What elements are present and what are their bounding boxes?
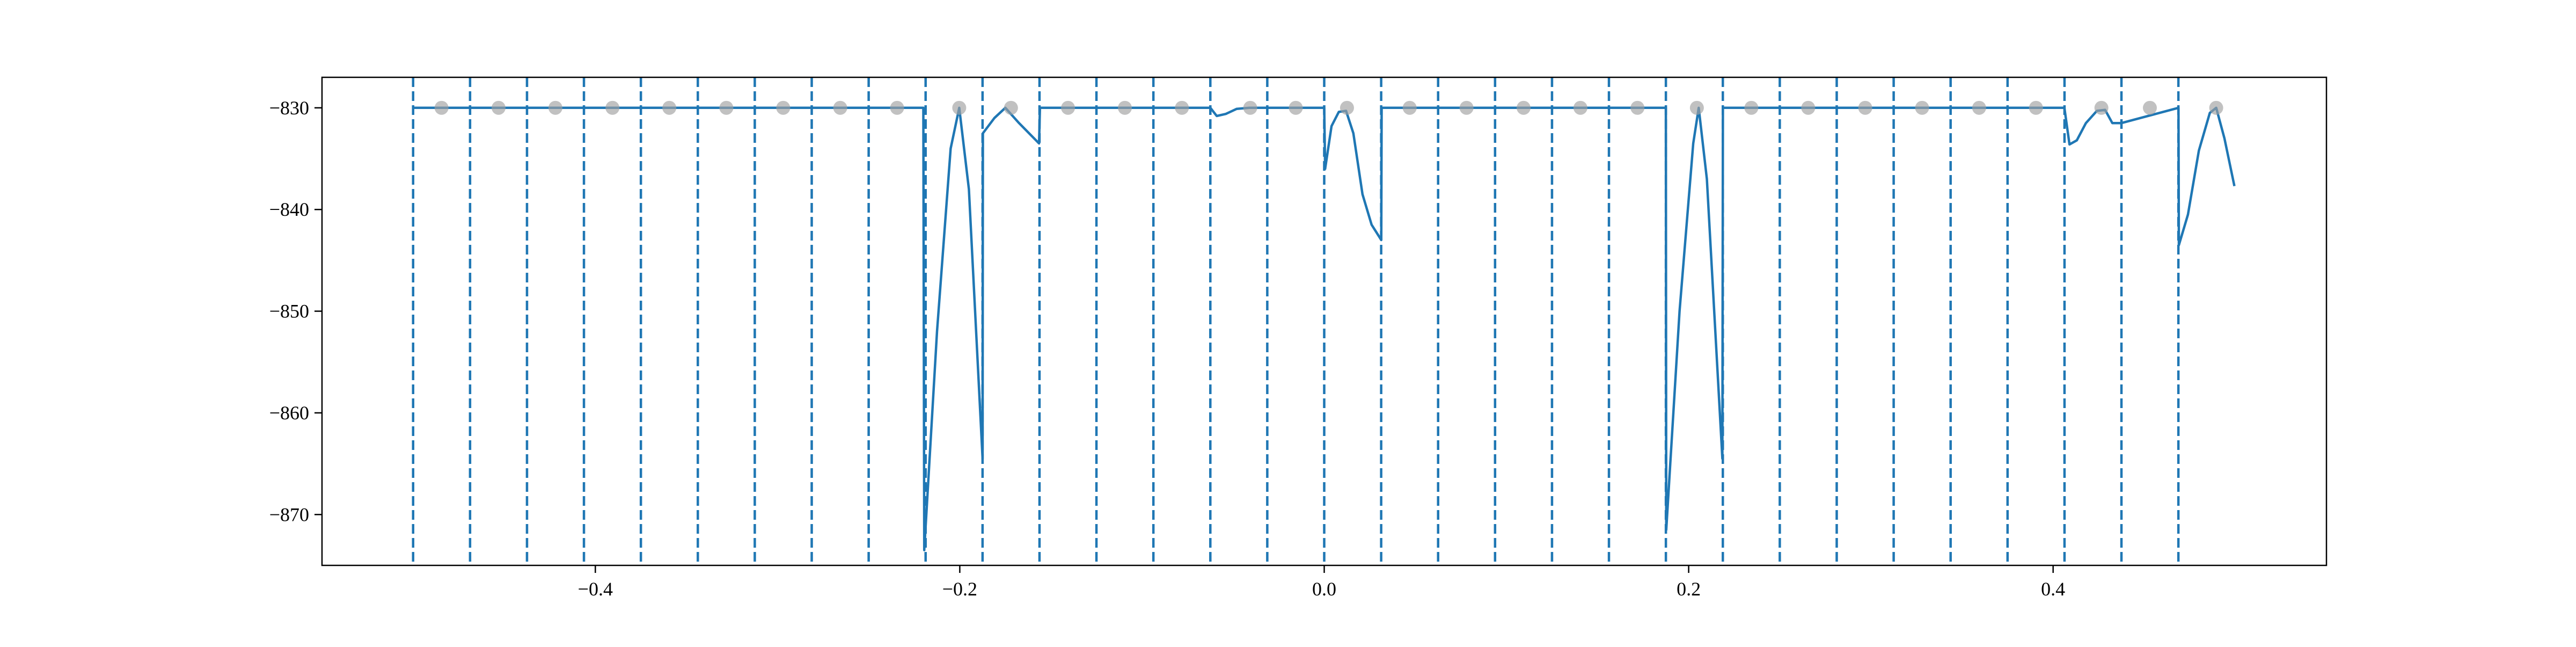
x-tick-label-2: 0.0	[1312, 578, 1336, 600]
data-point-7	[833, 100, 847, 115]
data-point-23	[1744, 100, 1759, 115]
data-point-22	[1689, 100, 1704, 115]
data-point-8	[890, 100, 904, 115]
x-axis-ticks: −0.4 −0.2 0.0 0.2 0.4	[578, 565, 2065, 600]
data-point-27	[1972, 100, 1986, 115]
x-tick-label-3: 0.2	[1677, 578, 1701, 600]
data-point-24	[1801, 100, 1816, 115]
data-point-26	[1915, 100, 1929, 115]
y-tick-label-0: −830	[269, 97, 309, 119]
data-point-4	[662, 100, 677, 115]
data-point-12	[1118, 100, 1132, 115]
data-point-3	[605, 100, 620, 115]
data-point-14	[1243, 100, 1257, 115]
series-points-group	[434, 100, 2223, 115]
y-tick-label-2: −850	[269, 301, 309, 322]
y-axis-ticks: −830 −840 −850 −860 −870	[269, 97, 322, 525]
y-tick-label-1: −840	[269, 199, 309, 220]
data-point-13	[1175, 100, 1189, 115]
data-point-2	[548, 100, 562, 115]
data-point-11	[1061, 100, 1075, 115]
data-point-20	[1573, 100, 1587, 115]
x-tick-label-4: 0.4	[2041, 578, 2065, 600]
data-point-1	[492, 100, 506, 115]
data-point-0	[434, 100, 449, 115]
data-point-15	[1289, 100, 1303, 115]
x-tick-label-1: −0.2	[942, 578, 977, 600]
data-point-25	[1858, 100, 1872, 115]
data-point-31	[2209, 100, 2223, 115]
data-point-19	[1516, 100, 1531, 115]
data-point-17	[1402, 100, 1417, 115]
series-line-group	[413, 106, 2236, 551]
data-point-9	[952, 100, 967, 115]
x-tick-label-0: −0.4	[578, 578, 613, 600]
data-point-28	[2029, 100, 2043, 115]
data-point-21	[1630, 100, 1645, 115]
vertical-divider-lines	[412, 77, 2180, 565]
data-point-18	[1459, 100, 1474, 115]
data-point-29	[2094, 100, 2109, 115]
data-point-16	[1340, 100, 1354, 115]
data-point-10	[1004, 100, 1018, 115]
data-point-6	[776, 100, 791, 115]
y-tick-label-3: −860	[269, 402, 309, 424]
data-point-5	[719, 100, 734, 115]
data-point-30	[2142, 100, 2157, 115]
series-line	[413, 106, 2236, 551]
y-tick-label-4: −870	[269, 504, 309, 525]
